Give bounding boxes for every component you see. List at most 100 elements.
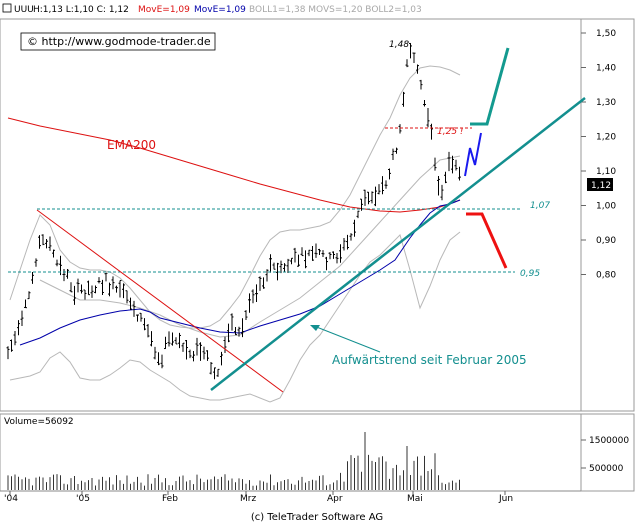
price-bar xyxy=(255,284,258,302)
price-bar xyxy=(409,42,412,59)
price-bar xyxy=(384,180,388,189)
price-bar xyxy=(251,289,255,304)
footer-credit: (c) TeleTrader Software AG xyxy=(251,512,383,523)
price-bar xyxy=(353,219,356,237)
price-bar xyxy=(199,342,202,361)
price-bar xyxy=(349,233,353,241)
price-bar xyxy=(157,352,160,366)
collapse-box-icon[interactable] xyxy=(2,3,12,13)
y-tick-label: 0,90 xyxy=(596,236,616,246)
price-bar xyxy=(164,336,167,350)
price-bar xyxy=(171,332,174,346)
price-bar xyxy=(20,310,24,326)
price-bar xyxy=(258,276,262,291)
trend-label: Aufwärtstrend seit Februar 2005 xyxy=(332,353,527,367)
copyright-text: © http://www.godmode-trader.de xyxy=(27,35,211,48)
price-bar xyxy=(101,279,104,296)
header-ticker: UUU xyxy=(14,5,34,15)
price-bar xyxy=(377,184,381,195)
price-bar xyxy=(167,331,171,347)
price-bar xyxy=(122,283,125,299)
price-bar xyxy=(237,326,241,337)
price-bar xyxy=(66,268,69,279)
price-bar xyxy=(412,52,416,64)
price-bar xyxy=(52,249,55,258)
price-bar xyxy=(300,247,304,257)
y-tick-label: 1,00 xyxy=(596,202,616,212)
x-tick-label: '05 xyxy=(76,494,90,504)
price-bar xyxy=(388,168,391,180)
price-bar xyxy=(17,320,20,336)
price-bar xyxy=(62,268,66,282)
header-hlc: H:1,13 L:1,10 C: 1,12 xyxy=(33,5,129,15)
price-bar xyxy=(433,157,437,171)
volume-axis-frame xyxy=(580,413,635,492)
price-bar xyxy=(41,234,45,246)
price-bar xyxy=(87,280,90,296)
price-axis-frame xyxy=(580,18,635,412)
price-bar xyxy=(129,297,132,310)
price-bar xyxy=(241,318,244,338)
price-bar xyxy=(150,331,153,347)
header-info: UUU H:1,13 L:1,10 C: 1,12 MovE=1,09 MovE… xyxy=(2,3,422,15)
price-bar xyxy=(202,346,206,360)
price-bar xyxy=(367,191,370,205)
price-bar xyxy=(430,123,433,140)
price-bar xyxy=(332,251,335,259)
last-price-marker xyxy=(587,178,613,191)
x-tick-label: Feb xyxy=(162,494,178,504)
price-bar xyxy=(318,248,321,256)
price-bar xyxy=(356,210,360,219)
peak-label: 1,48 xyxy=(389,40,409,50)
price-bar xyxy=(139,312,143,322)
price-bar xyxy=(160,354,164,369)
price-bar xyxy=(188,349,192,359)
price-bar xyxy=(34,258,38,267)
price-bar xyxy=(314,243,318,258)
price-bar xyxy=(97,277,101,284)
price-bar xyxy=(440,184,444,201)
price-bar xyxy=(108,282,111,297)
x-tick-label: Mai xyxy=(407,494,423,504)
price-bar xyxy=(220,351,223,366)
price-bar xyxy=(94,285,97,294)
price-bar xyxy=(111,276,115,290)
price-bar xyxy=(248,293,251,313)
price-bars xyxy=(6,42,461,380)
price-bar xyxy=(69,282,73,293)
price-bar xyxy=(174,337,178,345)
price-bar xyxy=(213,367,216,380)
scenario-up-arrow xyxy=(470,47,510,126)
price-bar xyxy=(419,79,423,90)
price-bar xyxy=(325,256,328,271)
price-bar xyxy=(416,64,419,74)
price-bar xyxy=(209,362,213,375)
price-bar xyxy=(31,271,34,284)
ema200-line xyxy=(7,117,461,213)
price-bar xyxy=(342,237,346,251)
price-bar xyxy=(405,59,409,68)
header-move-red: MovE=1,09 xyxy=(138,5,190,15)
price-bar xyxy=(136,314,139,322)
price-bar xyxy=(402,91,405,107)
y-tick-label: 1,30 xyxy=(596,98,616,108)
price-bar xyxy=(360,198,363,211)
price-bar xyxy=(24,299,27,309)
copyright-box xyxy=(20,32,216,51)
y-axis-ticks: 1,50 1,40 1,30 1,20 1,10 1,00 0,90 0,80 xyxy=(581,29,616,281)
price-bar xyxy=(234,326,237,336)
price-bar xyxy=(454,159,458,171)
price-bar xyxy=(48,236,52,251)
price-bar xyxy=(321,250,325,257)
price-bar xyxy=(143,318,146,331)
price-bar xyxy=(391,148,395,160)
trend-pointer-line xyxy=(313,325,381,353)
price-bar xyxy=(83,289,87,300)
price-bar xyxy=(290,257,293,265)
x-tick-label: '04 xyxy=(4,494,18,504)
volume-axis-ticks: 1500000 500000 xyxy=(581,436,629,474)
header-move-blue: MovE=1,09 xyxy=(194,5,246,15)
y-tick-label: 1,10 xyxy=(596,167,616,177)
price-bar xyxy=(38,235,41,249)
volume-plot-frame xyxy=(0,413,582,492)
